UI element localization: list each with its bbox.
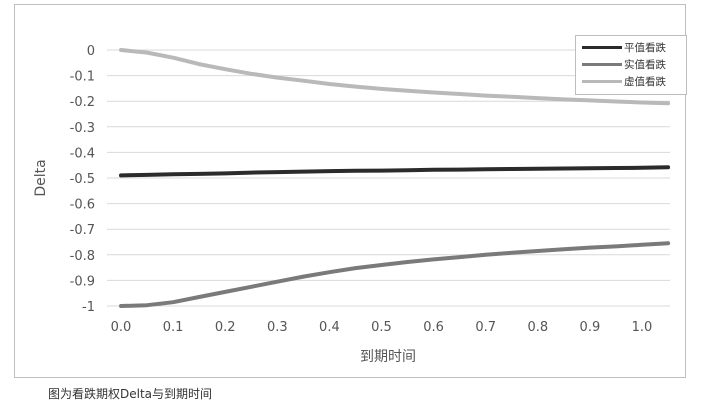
x-tick-label: 0.5 (371, 320, 392, 335)
series-line-0 (119, 165, 671, 178)
legend-label-series-2: 虚值看跌 (624, 76, 666, 88)
y-axis-label: Delta (33, 159, 49, 196)
figure-caption: 图为看跌期权Delta与到期时间 (48, 387, 213, 401)
y-tick-label: -1 (82, 300, 95, 315)
legend-label-series-1: 实值看跌 (624, 59, 666, 71)
x-tick-label: 0.1 (163, 320, 184, 335)
x-axis-label: 到期时间 (360, 349, 416, 365)
chart-legend: 平值看跌 实值看跌 虚值看跌 (575, 35, 687, 95)
x-tick-label: 0.2 (215, 320, 236, 335)
x-tick-label: 1.0 (632, 320, 653, 335)
legend-item-series-1: 实值看跌 (582, 57, 666, 73)
y-tick-label: -0.9 (70, 274, 95, 289)
x-tick-label: 0.7 (475, 320, 496, 335)
legend-label-series-0: 平值看跌 (624, 42, 666, 54)
y-tick-label: -0.5 (70, 172, 95, 187)
y-tick-label: 0 (87, 44, 95, 59)
y-tick-label: -0.2 (70, 95, 95, 110)
y-tick-label: -0.1 (70, 70, 95, 85)
legend-swatch-series-1 (582, 62, 622, 66)
x-tick-label: 0.4 (319, 320, 340, 335)
chart-figure: 0 -0.1 -0.2 -0.3 -0.4 -0.5 -0.6 -0.7 -0.8 -0.9 -1 0… (14, 4, 687, 378)
x-tick-label: 0.0 (111, 320, 132, 335)
series-line-2 (119, 48, 671, 106)
y-tick-label: -0.7 (70, 223, 95, 238)
y-tick-label: -0.6 (70, 198, 95, 213)
y-tick-label: -0.4 (70, 146, 95, 161)
legend-swatch-series-2 (582, 79, 622, 83)
y-tick-label: -0.8 (70, 249, 95, 264)
x-tick-label: 0.9 (580, 320, 601, 335)
legend-swatch-series-0 (582, 45, 622, 49)
chart-plot: 0 -0.1 -0.2 -0.3 -0.4 -0.5 -0.6 -0.7 -0.8 -0.9 -1 0… (33, 44, 671, 365)
legend-item-series-2: 虚值看跌 (582, 74, 666, 90)
series-line-1 (119, 241, 671, 308)
x-tick-label: 0.3 (267, 320, 288, 335)
y-tick-label: -0.3 (70, 121, 95, 136)
x-tick-label: 0.8 (527, 320, 548, 335)
legend-item-series-0: 平值看跌 (582, 40, 666, 56)
x-tick-label: 0.6 (423, 320, 444, 335)
